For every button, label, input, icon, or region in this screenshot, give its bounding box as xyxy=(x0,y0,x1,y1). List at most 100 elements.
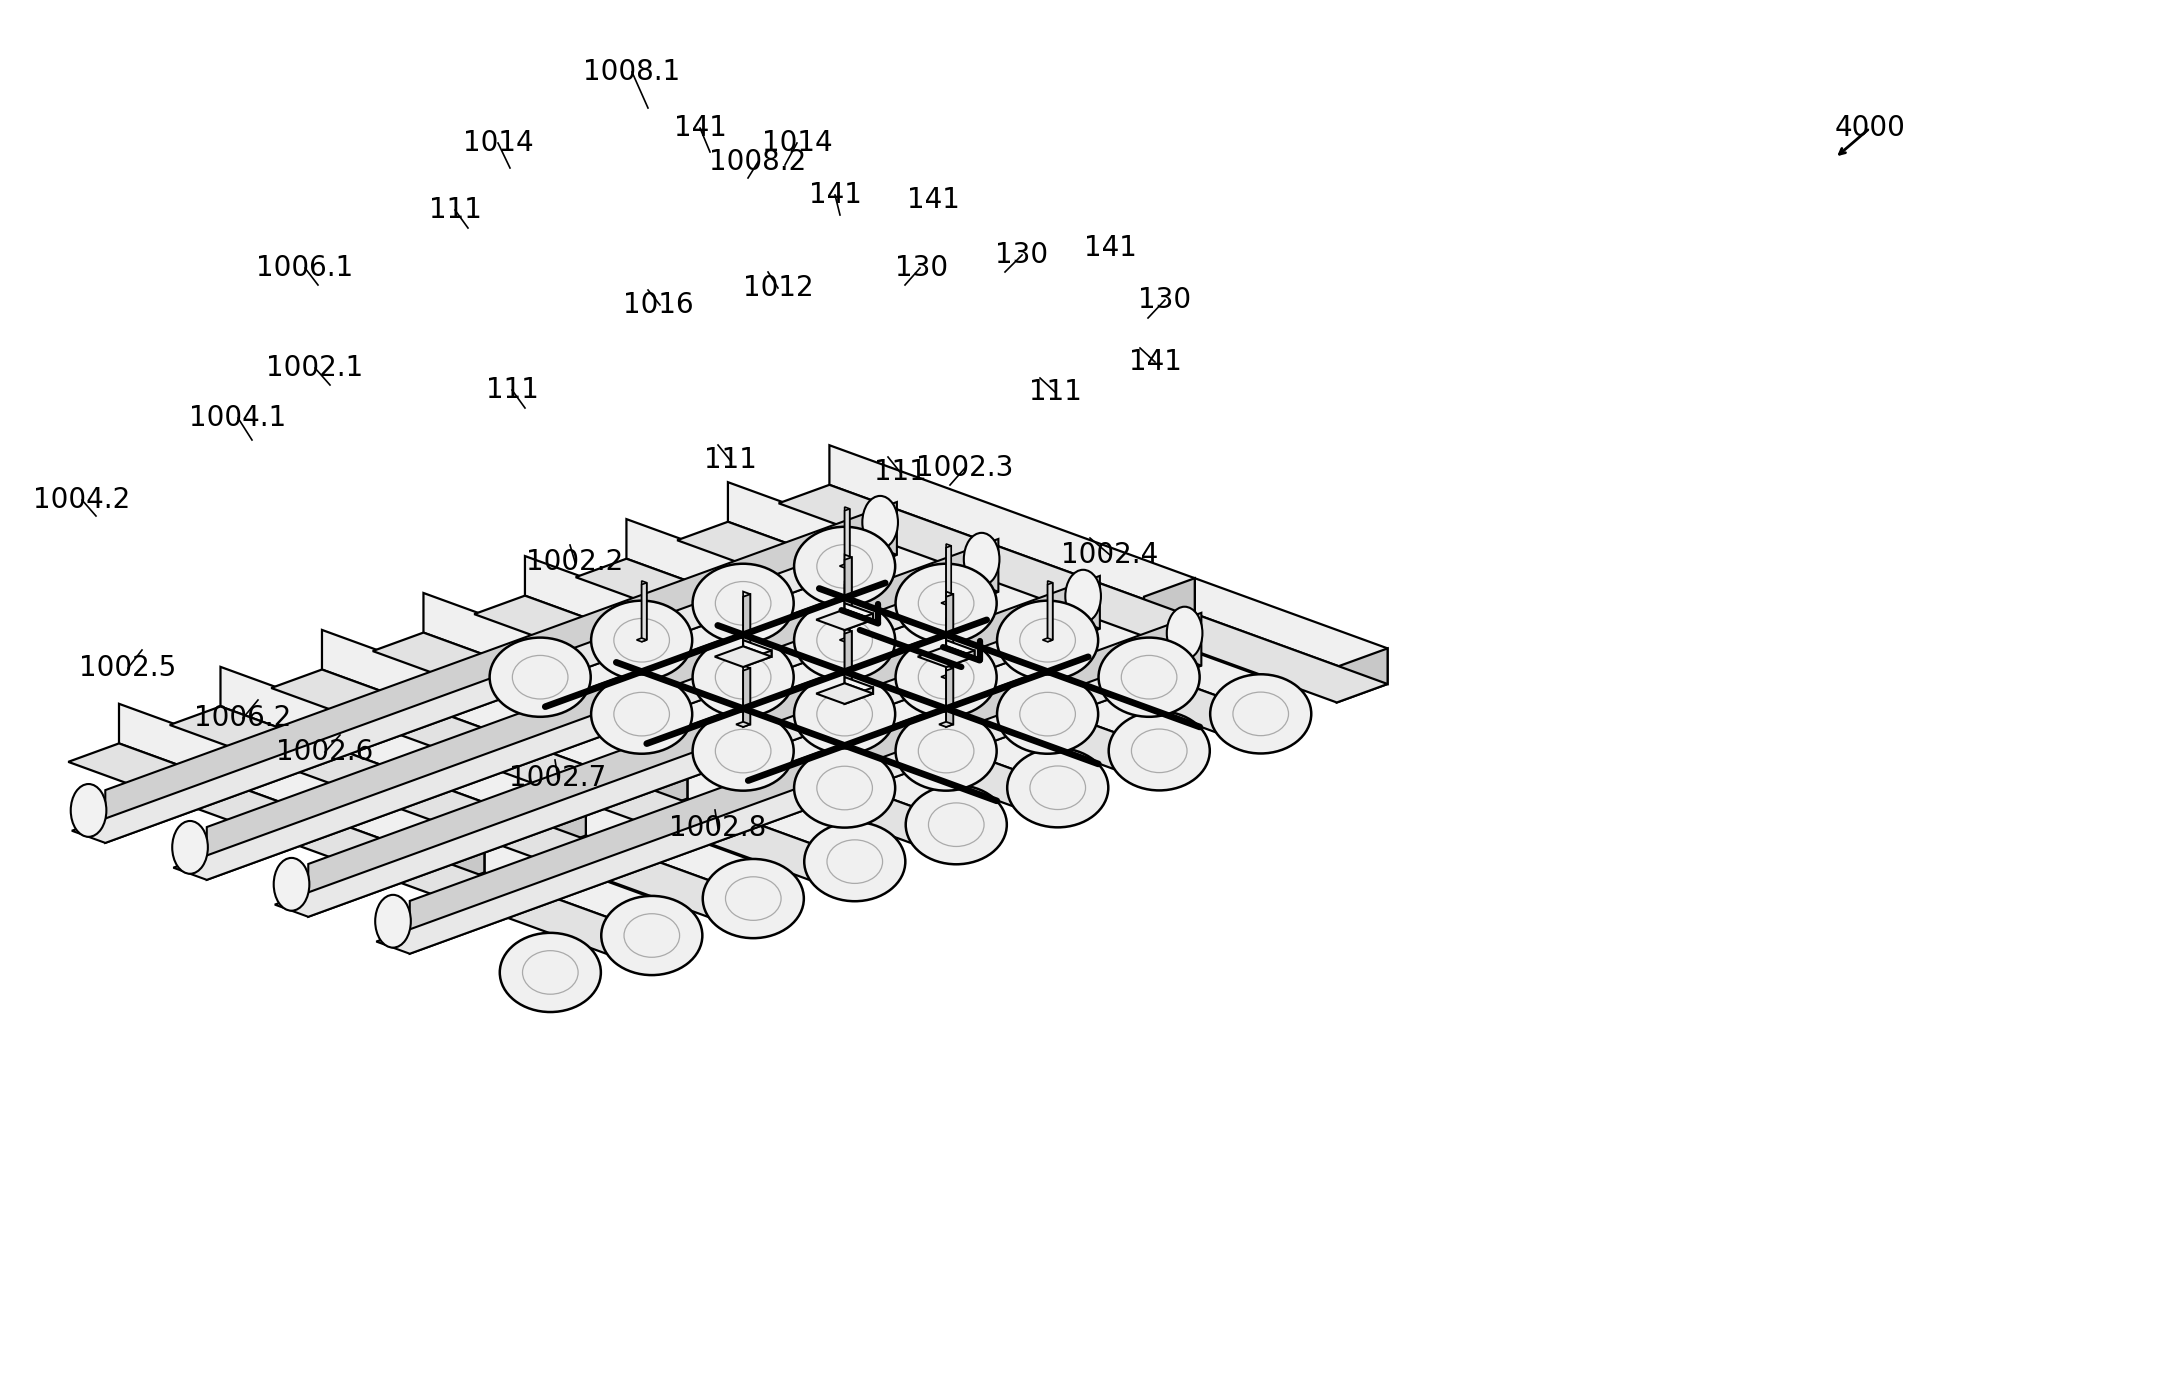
Ellipse shape xyxy=(1007,748,1107,828)
Polygon shape xyxy=(845,688,874,705)
Polygon shape xyxy=(585,800,780,906)
Polygon shape xyxy=(743,592,751,651)
Ellipse shape xyxy=(795,674,895,753)
Polygon shape xyxy=(435,836,485,895)
Polygon shape xyxy=(845,628,852,688)
Polygon shape xyxy=(839,565,850,567)
Text: 1008.2: 1008.2 xyxy=(710,148,806,176)
Text: 141: 141 xyxy=(906,186,959,214)
Polygon shape xyxy=(321,630,688,803)
Polygon shape xyxy=(839,724,1083,813)
Ellipse shape xyxy=(906,785,1007,864)
Polygon shape xyxy=(941,652,992,710)
Ellipse shape xyxy=(703,859,804,938)
Text: 1004.2: 1004.2 xyxy=(33,485,131,515)
Ellipse shape xyxy=(998,674,1099,753)
Polygon shape xyxy=(941,688,1184,777)
Polygon shape xyxy=(939,721,952,727)
Polygon shape xyxy=(830,445,1195,617)
Polygon shape xyxy=(839,689,891,748)
Polygon shape xyxy=(435,872,677,961)
Polygon shape xyxy=(173,580,998,879)
Polygon shape xyxy=(836,610,852,616)
Text: 141: 141 xyxy=(1129,348,1182,376)
Polygon shape xyxy=(535,835,780,924)
Ellipse shape xyxy=(795,601,895,680)
Polygon shape xyxy=(941,675,952,678)
Polygon shape xyxy=(891,689,1083,795)
Polygon shape xyxy=(743,594,751,653)
Ellipse shape xyxy=(592,601,692,680)
Text: 111: 111 xyxy=(703,447,756,474)
Polygon shape xyxy=(845,631,852,689)
Polygon shape xyxy=(636,799,880,888)
Ellipse shape xyxy=(592,674,692,753)
Polygon shape xyxy=(743,641,771,656)
Polygon shape xyxy=(485,836,677,943)
Text: 1002.3: 1002.3 xyxy=(917,454,1013,483)
Text: 1006.1: 1006.1 xyxy=(256,254,354,282)
Ellipse shape xyxy=(963,533,1000,585)
Ellipse shape xyxy=(692,563,793,644)
Polygon shape xyxy=(946,544,952,603)
Polygon shape xyxy=(941,601,952,605)
Text: 130: 130 xyxy=(996,241,1048,269)
Polygon shape xyxy=(1337,648,1387,702)
Polygon shape xyxy=(688,763,880,868)
Polygon shape xyxy=(642,581,646,639)
Ellipse shape xyxy=(804,822,906,902)
Polygon shape xyxy=(743,669,751,727)
Polygon shape xyxy=(577,559,992,710)
Polygon shape xyxy=(376,653,1201,954)
Text: 1016: 1016 xyxy=(622,291,692,319)
Ellipse shape xyxy=(692,638,793,717)
Polygon shape xyxy=(845,677,874,694)
Text: 1006.2: 1006.2 xyxy=(194,705,293,732)
Text: 141: 141 xyxy=(673,114,727,141)
Polygon shape xyxy=(736,648,751,653)
Polygon shape xyxy=(308,576,1101,917)
Polygon shape xyxy=(72,542,898,843)
Polygon shape xyxy=(836,685,852,689)
Polygon shape xyxy=(727,483,1094,655)
Ellipse shape xyxy=(998,601,1099,680)
Text: 1004.1: 1004.1 xyxy=(190,404,286,431)
Polygon shape xyxy=(373,632,788,784)
Text: 1002.7: 1002.7 xyxy=(509,764,607,792)
Polygon shape xyxy=(1236,685,1286,739)
Text: 1002.1: 1002.1 xyxy=(266,354,363,381)
Ellipse shape xyxy=(173,821,207,874)
Polygon shape xyxy=(946,666,952,724)
Polygon shape xyxy=(275,616,1101,917)
Polygon shape xyxy=(170,706,585,859)
Polygon shape xyxy=(1033,759,1083,813)
Polygon shape xyxy=(743,651,771,667)
Polygon shape xyxy=(845,583,850,642)
Ellipse shape xyxy=(601,896,703,975)
Polygon shape xyxy=(946,617,952,677)
Ellipse shape xyxy=(376,895,411,947)
Polygon shape xyxy=(636,638,646,642)
Polygon shape xyxy=(642,583,646,642)
Polygon shape xyxy=(714,646,771,667)
Text: 1002.4: 1002.4 xyxy=(1061,541,1160,569)
Polygon shape xyxy=(946,592,952,651)
Polygon shape xyxy=(992,652,1184,757)
Ellipse shape xyxy=(500,933,601,1013)
Polygon shape xyxy=(118,703,485,877)
Polygon shape xyxy=(946,651,974,667)
Ellipse shape xyxy=(863,497,898,549)
Polygon shape xyxy=(939,648,952,653)
Polygon shape xyxy=(221,667,585,839)
Text: 130: 130 xyxy=(1138,286,1192,313)
Polygon shape xyxy=(817,609,874,630)
Polygon shape xyxy=(1048,583,1053,642)
Text: 1014: 1014 xyxy=(762,129,832,157)
Polygon shape xyxy=(627,907,677,961)
Text: 130: 130 xyxy=(895,254,948,282)
Polygon shape xyxy=(743,666,751,724)
Polygon shape xyxy=(946,669,952,727)
Text: 111: 111 xyxy=(428,196,480,223)
Polygon shape xyxy=(627,519,992,692)
Polygon shape xyxy=(271,670,688,821)
